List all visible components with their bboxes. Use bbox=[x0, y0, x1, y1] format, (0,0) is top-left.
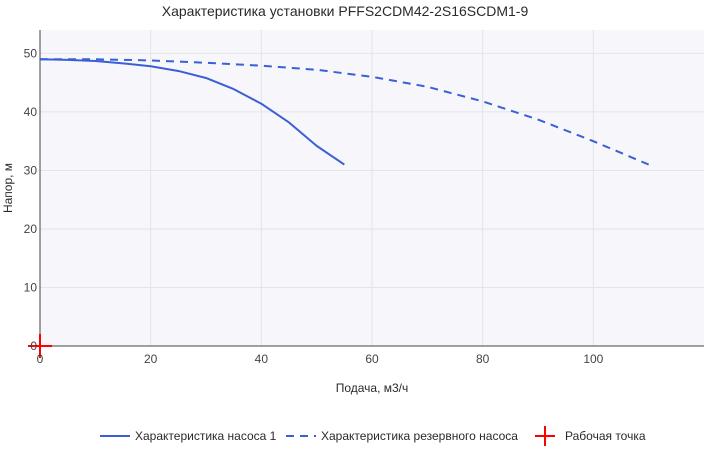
x-axis-label: Подача, м3/ч bbox=[336, 381, 409, 395]
legend[interactable]: Характеристика насоса 1 Характеристика ре… bbox=[100, 426, 646, 446]
y-tick-label: 40 bbox=[24, 105, 38, 119]
legend-item-3[interactable]: Рабочая точка bbox=[535, 426, 646, 446]
x-tick-label: 100 bbox=[583, 352, 603, 366]
series-line-2 bbox=[40, 58, 650, 166]
y-tick-label: 20 bbox=[24, 222, 38, 236]
x-tick-label: 20 bbox=[144, 352, 158, 366]
y-tick-label: 50 bbox=[24, 46, 38, 60]
x-tick-label: 40 bbox=[255, 352, 269, 366]
series-layer bbox=[28, 58, 650, 358]
legend-label: Характеристика насоса 1 bbox=[135, 429, 277, 443]
legend-label: Характеристика резервного насоса bbox=[321, 429, 518, 443]
axes bbox=[39, 30, 704, 347]
x-tick-label: 60 bbox=[365, 352, 379, 366]
y-axis-label: Напор, м bbox=[1, 163, 15, 213]
y-tick-label: 10 bbox=[24, 280, 38, 294]
x-tick-label: 0 bbox=[37, 352, 44, 366]
legend-item-2[interactable]: Характеристика резервного насоса bbox=[286, 429, 518, 443]
series-line-1 bbox=[39, 58, 345, 166]
x-tick-label: 80 bbox=[476, 352, 490, 366]
operating-point-marker bbox=[28, 334, 52, 358]
y-tick-label: 30 bbox=[24, 163, 38, 177]
chart-title: Характеристика установки PFFS2CDM42-2S16… bbox=[162, 3, 529, 19]
y-tick-label: 0 bbox=[30, 339, 37, 353]
legend-label: Рабочая точка bbox=[565, 429, 646, 443]
tick-labels: 0 20 40 60 80 100 0 10 20 30 40 50 bbox=[24, 46, 604, 366]
grid bbox=[40, 30, 704, 346]
legend-item-1[interactable]: Характеристика насоса 1 bbox=[100, 429, 277, 443]
